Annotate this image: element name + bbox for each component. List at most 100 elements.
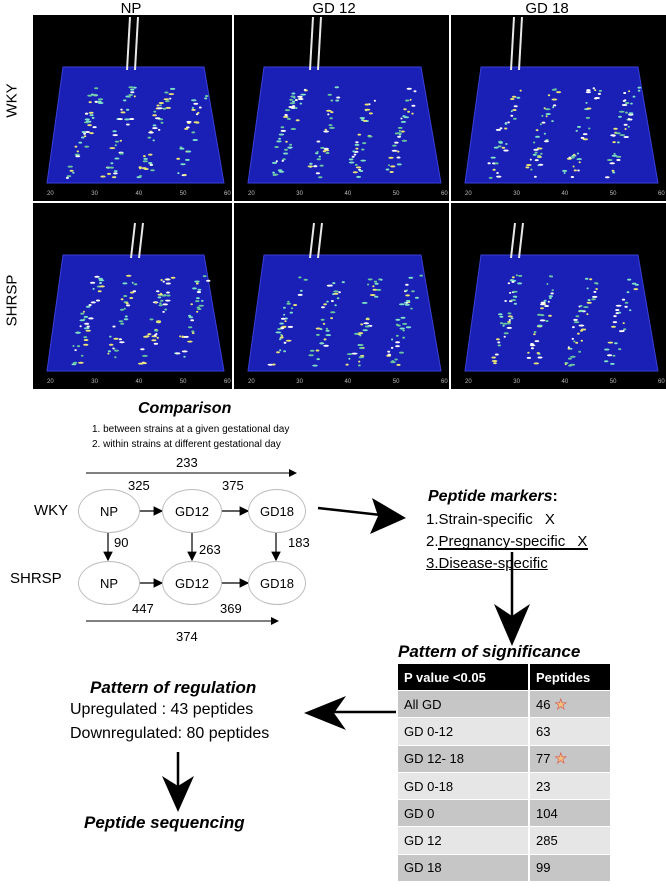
shrsp-gd18-node: GD18 — [248, 561, 306, 605]
spectrum-spot — [547, 300, 550, 303]
spectrum-spot — [540, 314, 545, 317]
spectrum-spot — [277, 169, 283, 172]
spectrum-spot — [81, 131, 86, 133]
spectrum-peak — [510, 16, 515, 71]
spectrum-spot — [401, 139, 408, 142]
spectrum-spot — [152, 139, 155, 142]
spectrum-spot — [351, 155, 355, 158]
spectrum-spot — [577, 332, 580, 335]
spectrum-spot — [85, 329, 91, 332]
spectrum-spot — [295, 119, 300, 122]
np-vertical-count: 90 — [114, 535, 129, 550]
spectrum-spot — [629, 309, 632, 312]
spectrum-spot — [617, 141, 620, 144]
spectrum-spot — [623, 123, 628, 126]
spectrum-spot — [107, 172, 111, 175]
spectrum-spot — [196, 297, 200, 300]
spectrum-spot — [143, 157, 148, 160]
spectrum-spot — [279, 338, 282, 341]
spectrum-spot — [354, 143, 360, 146]
spectrum-spot — [533, 331, 537, 333]
axis-tick-label: 30 — [513, 379, 520, 385]
spectrum-spot — [329, 117, 333, 120]
axis-tick-label: 40 — [136, 191, 143, 197]
spectrum-spot — [315, 172, 320, 175]
spectrum-spot — [327, 113, 330, 116]
spectrum-spot — [324, 128, 327, 131]
spectrum-spot — [162, 107, 167, 110]
spectrum-spot — [496, 338, 500, 341]
spectrum-spot — [120, 298, 124, 301]
spectrum-spot — [580, 339, 583, 342]
spectrum-spot — [290, 128, 297, 130]
spectrum-spot — [85, 112, 89, 115]
marker-strain-specific: 1.Strain-specific X — [426, 511, 555, 528]
spectrum-spot — [186, 150, 192, 153]
spectrum-spot — [508, 319, 511, 321]
spectrum-spot — [130, 88, 135, 91]
spectrum-spot — [153, 334, 157, 337]
spectrum-spot — [564, 363, 567, 366]
spectrum-spot — [399, 351, 404, 354]
spectrum-spot — [307, 165, 313, 168]
spectrum-spot — [624, 301, 629, 304]
spectrum-spot — [75, 331, 81, 334]
axis-tick-label: 20 — [248, 191, 255, 197]
spectrum-spot — [202, 275, 207, 278]
spectrum-spot — [530, 347, 534, 350]
comparison-title: Comparison — [138, 400, 232, 417]
spectrum-spot — [329, 284, 333, 287]
spectrum-spot — [562, 169, 568, 172]
spectrum-peak — [309, 16, 314, 71]
spectrum-spot — [191, 106, 194, 109]
spectrum-spot — [287, 146, 293, 149]
spectrum-spot — [507, 320, 511, 323]
spectrum-spot — [97, 98, 104, 101]
spectrum-spot — [143, 155, 146, 158]
spectrum-spot — [191, 108, 196, 111]
spectrum-spot — [69, 169, 74, 172]
spectrum-spot — [526, 356, 532, 359]
spectrum-spot — [511, 95, 517, 98]
spectrum-spot — [153, 110, 157, 113]
spectrum-spot — [319, 342, 325, 345]
spectrum-spot — [183, 335, 189, 338]
spectrum-spot — [110, 162, 114, 165]
spectrum-spot — [279, 322, 284, 325]
spectrum-spot — [109, 343, 114, 346]
spectrum-spot — [321, 306, 325, 309]
spectrum-spot — [611, 325, 616, 328]
axis-tick-label: 50 — [393, 191, 400, 197]
spectrum-spot — [139, 175, 142, 177]
spectrum-spot — [129, 297, 134, 299]
significance-row-label: GD 18 — [398, 853, 530, 882]
spectrum-spot — [413, 90, 417, 93]
spectrum-spot — [196, 306, 200, 309]
spectrum-spot — [300, 93, 307, 96]
spectrum-spot — [325, 152, 330, 154]
spectrum-spot — [323, 130, 329, 133]
spectrum-spot — [168, 93, 175, 96]
spectrum-spot — [323, 338, 327, 341]
spectrum-spot — [325, 327, 329, 330]
spectrum-panel: 20 30 40 50 60 — [451, 15, 666, 203]
spectrum-spot — [322, 322, 326, 325]
axis-tick-label: 20 — [465, 379, 472, 385]
spectrum-spot — [628, 113, 634, 116]
spectrum-spot — [628, 90, 631, 93]
spectrum-spot — [299, 289, 303, 292]
spectrum-spot — [97, 290, 102, 293]
spectrum-spot — [510, 299, 517, 302]
spectrum-spot — [408, 276, 414, 279]
spectrum-spot — [124, 118, 130, 121]
spectrum-spot — [621, 298, 626, 301]
spectrum-spot — [632, 95, 636, 98]
comparison-item-1: 1. between strains at a given gestationa… — [92, 424, 290, 435]
spectrum-spot — [402, 329, 405, 332]
spectrum-spot — [119, 139, 123, 142]
spectrum-spot — [582, 133, 588, 136]
spectrum-spot — [537, 356, 543, 359]
spectrum-spot — [284, 109, 291, 112]
spectrum-spot — [568, 156, 572, 159]
spectrum-spot — [158, 102, 164, 104]
